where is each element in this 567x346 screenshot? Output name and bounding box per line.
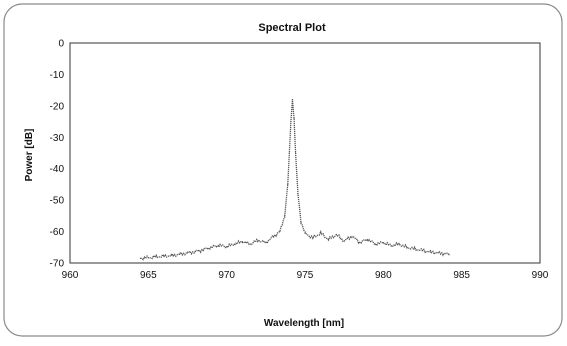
data-point (320, 232, 322, 234)
data-point (343, 240, 345, 242)
data-point (295, 152, 297, 154)
series-line (140, 99, 450, 261)
data-point (429, 251, 431, 253)
y-tick-label: -70 (50, 259, 65, 270)
data-point (257, 239, 259, 241)
data-point (210, 246, 212, 248)
plot-area (69, 42, 541, 264)
data-point (290, 120, 292, 123)
data-point (406, 246, 408, 248)
data-point (186, 252, 189, 254)
data-point (351, 235, 353, 237)
data-point (374, 243, 377, 245)
y-tick-label: -40 (50, 164, 65, 175)
data-point (300, 221, 302, 223)
data-point (359, 241, 361, 244)
data-point (139, 257, 142, 259)
data-point (312, 237, 314, 239)
x-axis-label: Wavelength [nm] (264, 318, 344, 329)
data-point (287, 183, 289, 186)
data-point (448, 253, 450, 255)
data-point (249, 243, 251, 245)
data-point (293, 117, 295, 120)
data-point (367, 238, 369, 241)
chart-border (3, 3, 563, 337)
y-tick-label: -30 (50, 133, 65, 144)
y-axis-label: Power [dB] (24, 129, 35, 182)
data-point (171, 254, 173, 257)
y-tick-label: 0 (58, 39, 64, 50)
data-point (437, 252, 439, 254)
data-point (327, 238, 330, 241)
data-point (288, 152, 290, 154)
y-tick-label: -10 (50, 70, 65, 81)
y-tick-label: -20 (50, 101, 65, 112)
data-point (335, 234, 337, 236)
data-point (414, 248, 416, 250)
data-point (390, 245, 392, 247)
data-point (233, 243, 236, 245)
x-tick-label: 965 (140, 270, 157, 281)
data-point (279, 230, 281, 233)
data-point (202, 249, 204, 251)
data-point (291, 98, 294, 101)
data-point (194, 251, 196, 253)
x-tick-labels: 960 965 970 975 980 985 990 (62, 270, 549, 281)
series-layer (139, 98, 450, 261)
data-point (241, 241, 243, 243)
x-tick-label: 970 (218, 270, 235, 281)
y-tick-label: -50 (50, 196, 65, 207)
x-tick-label: 990 (532, 270, 549, 281)
data-point (273, 235, 275, 237)
data-point (163, 255, 165, 257)
data-point (304, 232, 306, 234)
x-tick-label: 985 (453, 270, 470, 281)
data-point (218, 244, 220, 246)
x-tick-label: 980 (375, 270, 392, 281)
y-tick-label: -60 (50, 227, 65, 238)
data-point (297, 193, 299, 195)
data-point (382, 241, 384, 244)
x-tick-label: 975 (297, 270, 314, 281)
data-point (265, 241, 267, 244)
y-tick-labels: 0 -10 -20 -30 -40 -50 -60 -70 (50, 39, 65, 270)
data-point (179, 253, 181, 255)
data-point (284, 215, 286, 217)
data-point (398, 243, 400, 245)
data-point (421, 249, 424, 252)
data-point (147, 257, 149, 259)
data-point (155, 256, 157, 258)
data-point (226, 246, 228, 248)
chart-title: Spectral Plot (258, 22, 326, 34)
x-tick-label: 960 (62, 270, 79, 281)
